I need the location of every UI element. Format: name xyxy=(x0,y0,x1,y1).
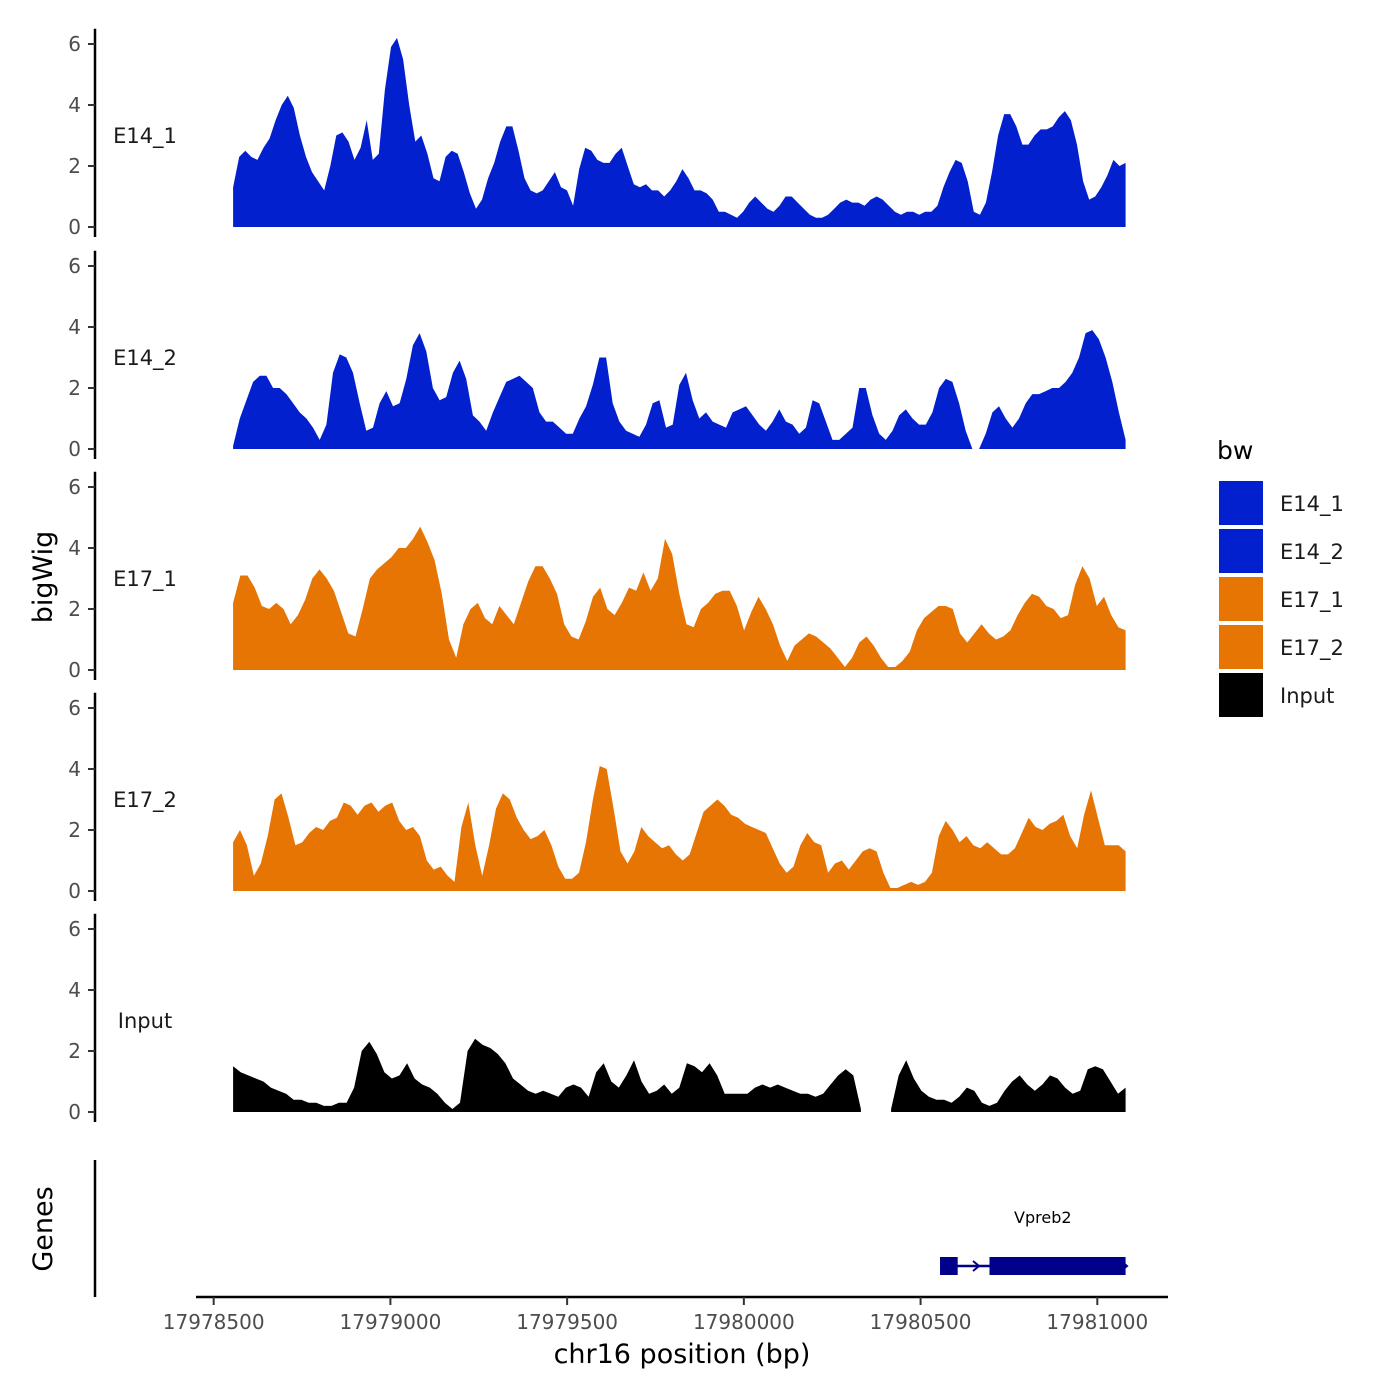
legend-label-Input: Input xyxy=(1280,684,1334,708)
legend-label-E14_2: E14_2 xyxy=(1280,540,1344,565)
legend-swatch-Input xyxy=(1219,673,1263,717)
y-tick-label-Input-4: 4 xyxy=(68,978,81,1002)
y-tick-label-E17_2-6: 6 xyxy=(68,696,81,720)
x-tick-label-17979000: 17979000 xyxy=(340,1310,442,1334)
area-E17_2 xyxy=(233,766,1126,891)
area-Input xyxy=(233,1038,1126,1112)
x-axis-title: chr16 position (bp) xyxy=(554,1339,811,1370)
genes-axis-title: Genes xyxy=(28,1186,59,1271)
gene-strand-arrow-3 xyxy=(1120,1260,1129,1272)
area-E17_1 xyxy=(233,526,1126,670)
y-tick-label-E14_1-2: 2 xyxy=(68,154,81,178)
legend-swatch-E14_2 xyxy=(1219,529,1263,573)
y-tick-label-E14_2-0: 0 xyxy=(68,437,81,461)
y-axis-title: bigWig xyxy=(28,531,59,624)
y-tick-label-E17_1-2: 2 xyxy=(68,597,81,621)
x-tick-label-17979500: 17979500 xyxy=(516,1310,618,1334)
gene-strand-arrow-1 xyxy=(940,1260,949,1272)
gene-exon-1 xyxy=(940,1257,958,1275)
legend-label-E14_1: E14_1 xyxy=(1280,492,1344,517)
y-tick-label-E17_1-4: 4 xyxy=(68,536,81,560)
x-tick-label-17978500: 17978500 xyxy=(163,1310,265,1334)
y-tick-label-E14_1-0: 0 xyxy=(68,215,81,239)
legend-title: bw xyxy=(1217,436,1253,465)
track-label-E14_1: E14_1 xyxy=(113,124,177,149)
y-tick-label-Input-0: 0 xyxy=(68,1100,81,1124)
track-label-E14_2: E14_2 xyxy=(113,346,177,371)
legend-label-E17_2: E17_2 xyxy=(1280,636,1344,661)
y-tick-label-Input-2: 2 xyxy=(68,1039,81,1063)
legend-swatch-E17_2 xyxy=(1219,625,1263,669)
track-label-E17_2: E17_2 xyxy=(113,788,177,813)
y-tick-label-E17_1-6: 6 xyxy=(68,475,81,499)
x-tick-label-17980000: 17980000 xyxy=(693,1310,795,1334)
area-E14_1 xyxy=(233,37,1126,228)
track-label-E17_1: E17_1 xyxy=(113,567,177,592)
y-tick-label-E17_2-0: 0 xyxy=(68,879,81,903)
y-tick-label-E14_1-6: 6 xyxy=(68,32,81,56)
y-tick-label-E14_1-4: 4 xyxy=(68,93,81,117)
area-E14_2 xyxy=(233,330,1126,449)
x-tick-label-17981000: 17981000 xyxy=(1046,1310,1148,1334)
y-tick-label-E17_2-2: 2 xyxy=(68,818,81,842)
x-tick-label-17980500: 17980500 xyxy=(870,1310,972,1334)
gene-label: Vpreb2 xyxy=(1014,1208,1072,1227)
gene-strand-arrow-2 xyxy=(972,1260,981,1272)
y-tick-label-E14_2-6: 6 xyxy=(68,254,81,278)
legend-swatch-E14_1 xyxy=(1219,481,1263,525)
y-tick-label-E17_1-0: 0 xyxy=(68,658,81,682)
y-tick-label-E14_2-4: 4 xyxy=(68,315,81,339)
legend-swatch-E17_1 xyxy=(1219,577,1263,621)
y-tick-label-E14_2-2: 2 xyxy=(68,376,81,400)
legend-label-E17_1: E17_1 xyxy=(1280,588,1344,613)
gene-exon-2 xyxy=(989,1257,1126,1275)
track-label-Input: Input xyxy=(118,1009,172,1033)
y-tick-label-E17_2-4: 4 xyxy=(68,757,81,781)
y-tick-label-Input-6: 6 xyxy=(68,917,81,941)
